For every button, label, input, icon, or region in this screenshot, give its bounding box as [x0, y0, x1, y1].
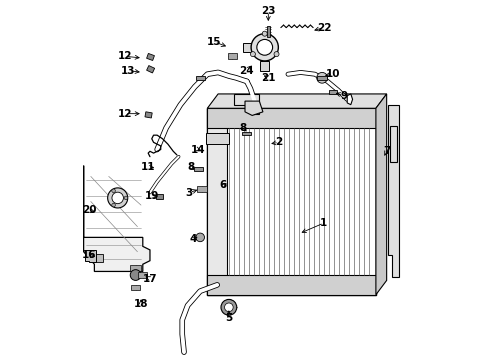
Circle shape	[112, 192, 123, 204]
Polygon shape	[267, 26, 270, 37]
Polygon shape	[242, 131, 251, 135]
Polygon shape	[196, 76, 205, 80]
Polygon shape	[85, 250, 96, 262]
Polygon shape	[318, 76, 327, 80]
Text: 4: 4	[189, 234, 196, 244]
Polygon shape	[156, 194, 163, 199]
Text: 7: 7	[383, 146, 391, 156]
Polygon shape	[131, 285, 140, 291]
Polygon shape	[207, 108, 376, 295]
Polygon shape	[347, 94, 353, 105]
Circle shape	[221, 300, 237, 315]
Polygon shape	[89, 253, 103, 262]
Polygon shape	[207, 94, 387, 108]
Text: 12: 12	[118, 109, 132, 119]
Text: 3: 3	[186, 188, 193, 198]
Text: 14: 14	[191, 144, 206, 154]
Text: 12: 12	[118, 51, 132, 61]
Text: 20: 20	[82, 206, 96, 216]
Text: 19: 19	[145, 191, 159, 201]
Text: 8: 8	[188, 162, 195, 172]
Polygon shape	[260, 61, 269, 71]
Text: 18: 18	[134, 299, 148, 309]
Polygon shape	[84, 166, 150, 271]
Text: 22: 22	[317, 23, 331, 33]
Circle shape	[112, 203, 115, 207]
Polygon shape	[243, 43, 251, 51]
Polygon shape	[197, 186, 207, 192]
Text: 15: 15	[207, 37, 222, 47]
Polygon shape	[207, 108, 376, 128]
Text: 24: 24	[240, 66, 254, 76]
Polygon shape	[207, 108, 227, 295]
Circle shape	[251, 34, 278, 61]
Polygon shape	[234, 94, 259, 114]
Circle shape	[130, 270, 141, 280]
Polygon shape	[130, 265, 141, 271]
Circle shape	[124, 196, 128, 200]
Text: 17: 17	[143, 274, 157, 284]
Text: 11: 11	[141, 162, 155, 172]
Polygon shape	[194, 167, 203, 171]
Circle shape	[112, 189, 115, 193]
Text: 5: 5	[225, 313, 232, 323]
Circle shape	[317, 72, 327, 83]
Polygon shape	[389, 105, 399, 277]
Circle shape	[262, 31, 267, 36]
Circle shape	[274, 51, 279, 57]
Circle shape	[196, 233, 204, 242]
Polygon shape	[228, 54, 237, 59]
Text: 9: 9	[340, 91, 347, 101]
Text: 23: 23	[261, 6, 275, 17]
Text: 16: 16	[82, 250, 96, 260]
Circle shape	[108, 188, 128, 208]
Polygon shape	[329, 90, 337, 94]
Text: 10: 10	[326, 69, 340, 79]
Polygon shape	[147, 53, 154, 60]
Text: 1: 1	[320, 218, 327, 228]
Polygon shape	[139, 273, 147, 278]
Circle shape	[257, 40, 272, 55]
Polygon shape	[145, 112, 152, 118]
Circle shape	[224, 303, 233, 312]
Text: 8: 8	[240, 123, 247, 133]
Polygon shape	[390, 126, 397, 162]
Polygon shape	[147, 66, 155, 73]
Text: 6: 6	[220, 180, 227, 190]
Polygon shape	[207, 275, 376, 295]
Text: 2: 2	[275, 138, 283, 147]
Polygon shape	[245, 101, 263, 116]
Polygon shape	[376, 94, 387, 295]
Text: 13: 13	[121, 66, 136, 76]
Circle shape	[250, 51, 255, 57]
Text: 21: 21	[261, 73, 275, 83]
Polygon shape	[205, 134, 229, 144]
